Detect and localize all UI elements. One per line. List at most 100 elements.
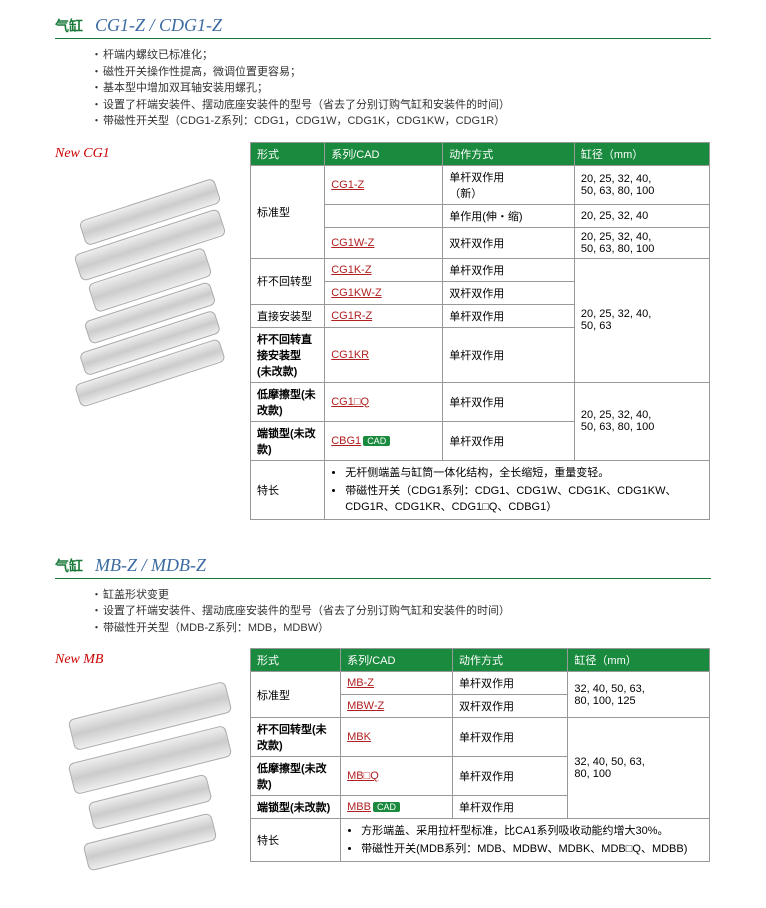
model-cell: MBBCAD	[341, 796, 453, 819]
bullet-list-1: 杆端内螺纹已标准化；磁性开关操作性提高，微调位置更容易；基本型中增加双耳轴安装用…	[55, 47, 766, 130]
model-link[interactable]: MB-Z	[347, 677, 374, 689]
bore-cell: 20, 25, 32, 40,50, 63, 80, 100	[574, 382, 709, 460]
model-link[interactable]: CG1-Z	[331, 179, 364, 191]
table-header: 动作方式	[443, 142, 575, 165]
table-row: 标准型CG1-Z单杆双作用（新）20, 25, 32, 40,50, 63, 8…	[251, 165, 710, 204]
table-header: 形式	[251, 142, 325, 165]
model-cell	[325, 204, 443, 227]
action-cell: 双杆双作用	[443, 281, 575, 304]
bore-cell: 20, 25, 32, 40,50, 63, 80, 100	[574, 165, 709, 204]
action-cell: 单杆双作用	[452, 757, 567, 796]
action-cell: 单杆双作用	[452, 672, 567, 695]
model-link[interactable]: CG1R-Z	[331, 310, 372, 322]
title-cn: 气缸	[55, 16, 83, 36]
model-link[interactable]: MBW-Z	[347, 700, 384, 712]
type-cell: 标准型	[251, 165, 325, 258]
model-link[interactable]: CG1KR	[331, 349, 369, 361]
table-column-1: 形式系列/CAD动作方式缸径（mm）标准型CG1-Z单杆双作用（新）20, 25…	[250, 142, 766, 520]
model-link[interactable]: CG1K-Z	[331, 264, 371, 276]
action-cell: 双杆双作用	[443, 227, 575, 258]
table-header: 形式	[251, 649, 341, 672]
model-cell: CG1K-Z	[325, 258, 443, 281]
model-link[interactable]: CG1□Q	[331, 396, 369, 408]
feature-row: 特长方形端盖、采用拉杆型标准，比CA1系列吸收动能约增大30%。带磁性开关(MD…	[251, 819, 710, 862]
table-header: 缸径（mm）	[568, 649, 710, 672]
table-header: 系列/CAD	[341, 649, 453, 672]
table-row: 标准型MB-Z单杆双作用32, 40, 50, 63,80, 100, 125	[251, 672, 710, 695]
feature-item: 方形端盖、采用拉杆型标准，比CA1系列吸收动能约增大30%。	[361, 822, 703, 838]
bore-cell: 20, 25, 32, 40,50, 63, 80, 100	[574, 227, 709, 258]
action-cell: 单作用(伸・缩)	[443, 204, 575, 227]
title-row: 气缸 CG1-Z / CDG1-Z	[55, 15, 711, 39]
table-header: 动作方式	[452, 649, 567, 672]
type-cell: 端锁型(未改款)	[251, 796, 341, 819]
title-row-2: 气缸 MB-Z / MDB-Z	[55, 555, 711, 579]
bullet-item: 带磁性开关型（MDB-Z系列：MDB，MDBW）	[95, 620, 766, 637]
feature-label-cell: 特长	[251, 460, 325, 519]
section-mb: 气缸 MB-Z / MDB-Z 缸盖形状变更设置了杆端安装件、摆动底座安装件的型…	[0, 555, 766, 908]
model-link[interactable]: MB□Q	[347, 770, 379, 782]
action-cell: 双杆双作用	[452, 695, 567, 718]
feature-label-cell: 特长	[251, 819, 341, 862]
spec-table-2: 形式系列/CAD动作方式缸径（mm）标准型MB-Z单杆双作用32, 40, 50…	[250, 648, 710, 862]
bore-cell: 32, 40, 50, 63,80, 100	[568, 718, 710, 819]
feature-item: 带磁性开关(MDB系列：MDB、MDBW、MDBK、MDB□Q、MDBB)	[361, 840, 703, 856]
feature-item: 带磁性开关（CDG1系列：CDG1、CDG1W、CDG1K、CDG1KW、CDG…	[345, 482, 703, 514]
model-cell: MBK	[341, 718, 453, 757]
type-cell: 直接安装型	[251, 304, 325, 327]
model-link[interactable]: CBG1	[331, 435, 361, 447]
cylinder-illustration-1	[55, 162, 245, 422]
cad-badge: CAD	[373, 802, 400, 812]
action-cell: 单杆双作用	[443, 382, 575, 421]
model-cell: CBG1CAD	[325, 421, 443, 460]
model-cell: MB-Z	[341, 672, 453, 695]
action-cell: 单杆双作用	[443, 327, 575, 382]
bore-cell: 20, 25, 32, 40	[574, 204, 709, 227]
section-cg1: 气缸 CG1-Z / CDG1-Z 杆端内螺纹已标准化；磁性开关操作性提高，微调…	[0, 15, 766, 540]
type-cell: 低摩擦型(未改款)	[251, 382, 325, 421]
bullet-item: 杆端内螺纹已标准化；	[95, 47, 766, 64]
table-header: 缸径（mm）	[574, 142, 709, 165]
image-column-1: New CG1	[55, 142, 250, 422]
model-cell: CG1W-Z	[325, 227, 443, 258]
table-row: 低摩擦型(未改款)CG1□Q单杆双作用20, 25, 32, 40,50, 63…	[251, 382, 710, 421]
content-row-2: New MB 形式系列/CAD动作方式缸径（mm）标准型MB-Z单杆双作用32,…	[55, 648, 766, 888]
action-cell: 单杆双作用	[452, 796, 567, 819]
model-link[interactable]: MBK	[347, 731, 371, 743]
feature-content-cell: 方形端盖、采用拉杆型标准，比CA1系列吸收动能约增大30%。带磁性开关(MDB系…	[341, 819, 710, 862]
feature-row: 特长无杆侧端盖与缸筒一体化结构，全长缩短，重量变轻。带磁性开关（CDG1系列：C…	[251, 460, 710, 519]
bore-cell: 32, 40, 50, 63,80, 100, 125	[568, 672, 710, 718]
action-cell: 单杆双作用（新）	[443, 165, 575, 204]
model-cell: MBW-Z	[341, 695, 453, 718]
model-cell: CG1KW-Z	[325, 281, 443, 304]
action-cell: 单杆双作用	[452, 718, 567, 757]
bullet-list-2: 缸盖形状变更设置了杆端安装件、摆动底座安装件的型号（省去了分别订购气缸和安装件的…	[55, 587, 766, 637]
model-link[interactable]: MBB	[347, 801, 371, 813]
action-cell: 单杆双作用	[443, 421, 575, 460]
bullet-item: 磁性开关操作性提高，微调位置更容易；	[95, 64, 766, 81]
title-cn-2: 气缸	[55, 556, 83, 576]
model-cell: CG1R-Z	[325, 304, 443, 327]
type-cell: 端锁型(未改款)	[251, 421, 325, 460]
image-column-2: New MB	[55, 648, 250, 888]
table-header: 系列/CAD	[325, 142, 443, 165]
table-column-2: 形式系列/CAD动作方式缸径（mm）标准型MB-Z单杆双作用32, 40, 50…	[250, 648, 766, 862]
model-cell: MB□Q	[341, 757, 453, 796]
model-cell: CG1-Z	[325, 165, 443, 204]
action-cell: 单杆双作用	[443, 258, 575, 281]
bullet-item: 缸盖形状变更	[95, 587, 766, 604]
model-cell: CG1KR	[325, 327, 443, 382]
model-cell: CG1□Q	[325, 382, 443, 421]
type-cell: 低摩擦型(未改款)	[251, 757, 341, 796]
cad-badge: CAD	[363, 436, 390, 446]
cylinder-illustration-2	[55, 668, 245, 888]
model-link[interactable]: CG1KW-Z	[331, 287, 382, 299]
type-cell: 杆不回转型	[251, 258, 325, 304]
title-en-2: MB-Z / MDB-Z	[95, 555, 206, 576]
bullet-item: 基本型中增加双耳轴安装用螺孔；	[95, 80, 766, 97]
model-link[interactable]: CG1W-Z	[331, 237, 374, 249]
bullet-item: 带磁性开关型（CDG1-Z系列：CDG1，CDG1W，CDG1K，CDG1KW，…	[95, 113, 766, 130]
table-row: 杆不回转型CG1K-Z单杆双作用20, 25, 32, 40,50, 63	[251, 258, 710, 281]
table-row: 杆不回转型(未改款)MBK单杆双作用32, 40, 50, 63,80, 100	[251, 718, 710, 757]
spec-table-1: 形式系列/CAD动作方式缸径（mm）标准型CG1-Z单杆双作用（新）20, 25…	[250, 142, 710, 520]
